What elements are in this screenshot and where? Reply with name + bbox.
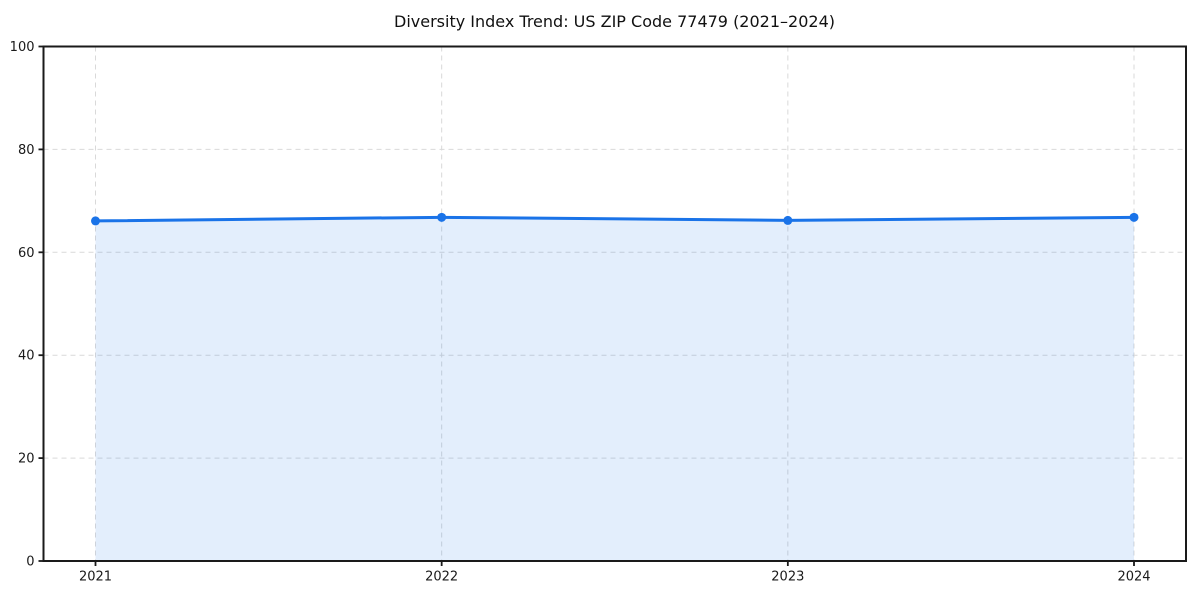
data-point-2023: [783, 215, 793, 225]
trend-line: [94, 215, 1136, 223]
chart-title: Diversity Index Trend: US ZIP Code 77479…: [394, 12, 835, 31]
y-tick-label-40: 40: [18, 349, 35, 364]
y-tick-label-20: 20: [18, 452, 35, 467]
x-tick-label-2022: 2022: [425, 570, 458, 585]
x-tick-label-2021: 2021: [79, 570, 112, 585]
data-point-2022: [437, 212, 447, 222]
y-tick-label-0: 0: [26, 555, 34, 570]
area-fill: [95, 217, 1134, 561]
x-tick-label-2023: 2023: [771, 570, 804, 585]
data-point-2021: [91, 216, 100, 226]
data-point-2024: [1129, 212, 1139, 222]
x-tick-label-2024: 2024: [1117, 570, 1150, 585]
plot-border: [42, 45, 1187, 562]
y-tick-label-80: 80: [18, 143, 35, 158]
y-tick-label-100: 100: [10, 40, 35, 55]
y-tick-label-60: 60: [18, 246, 35, 261]
